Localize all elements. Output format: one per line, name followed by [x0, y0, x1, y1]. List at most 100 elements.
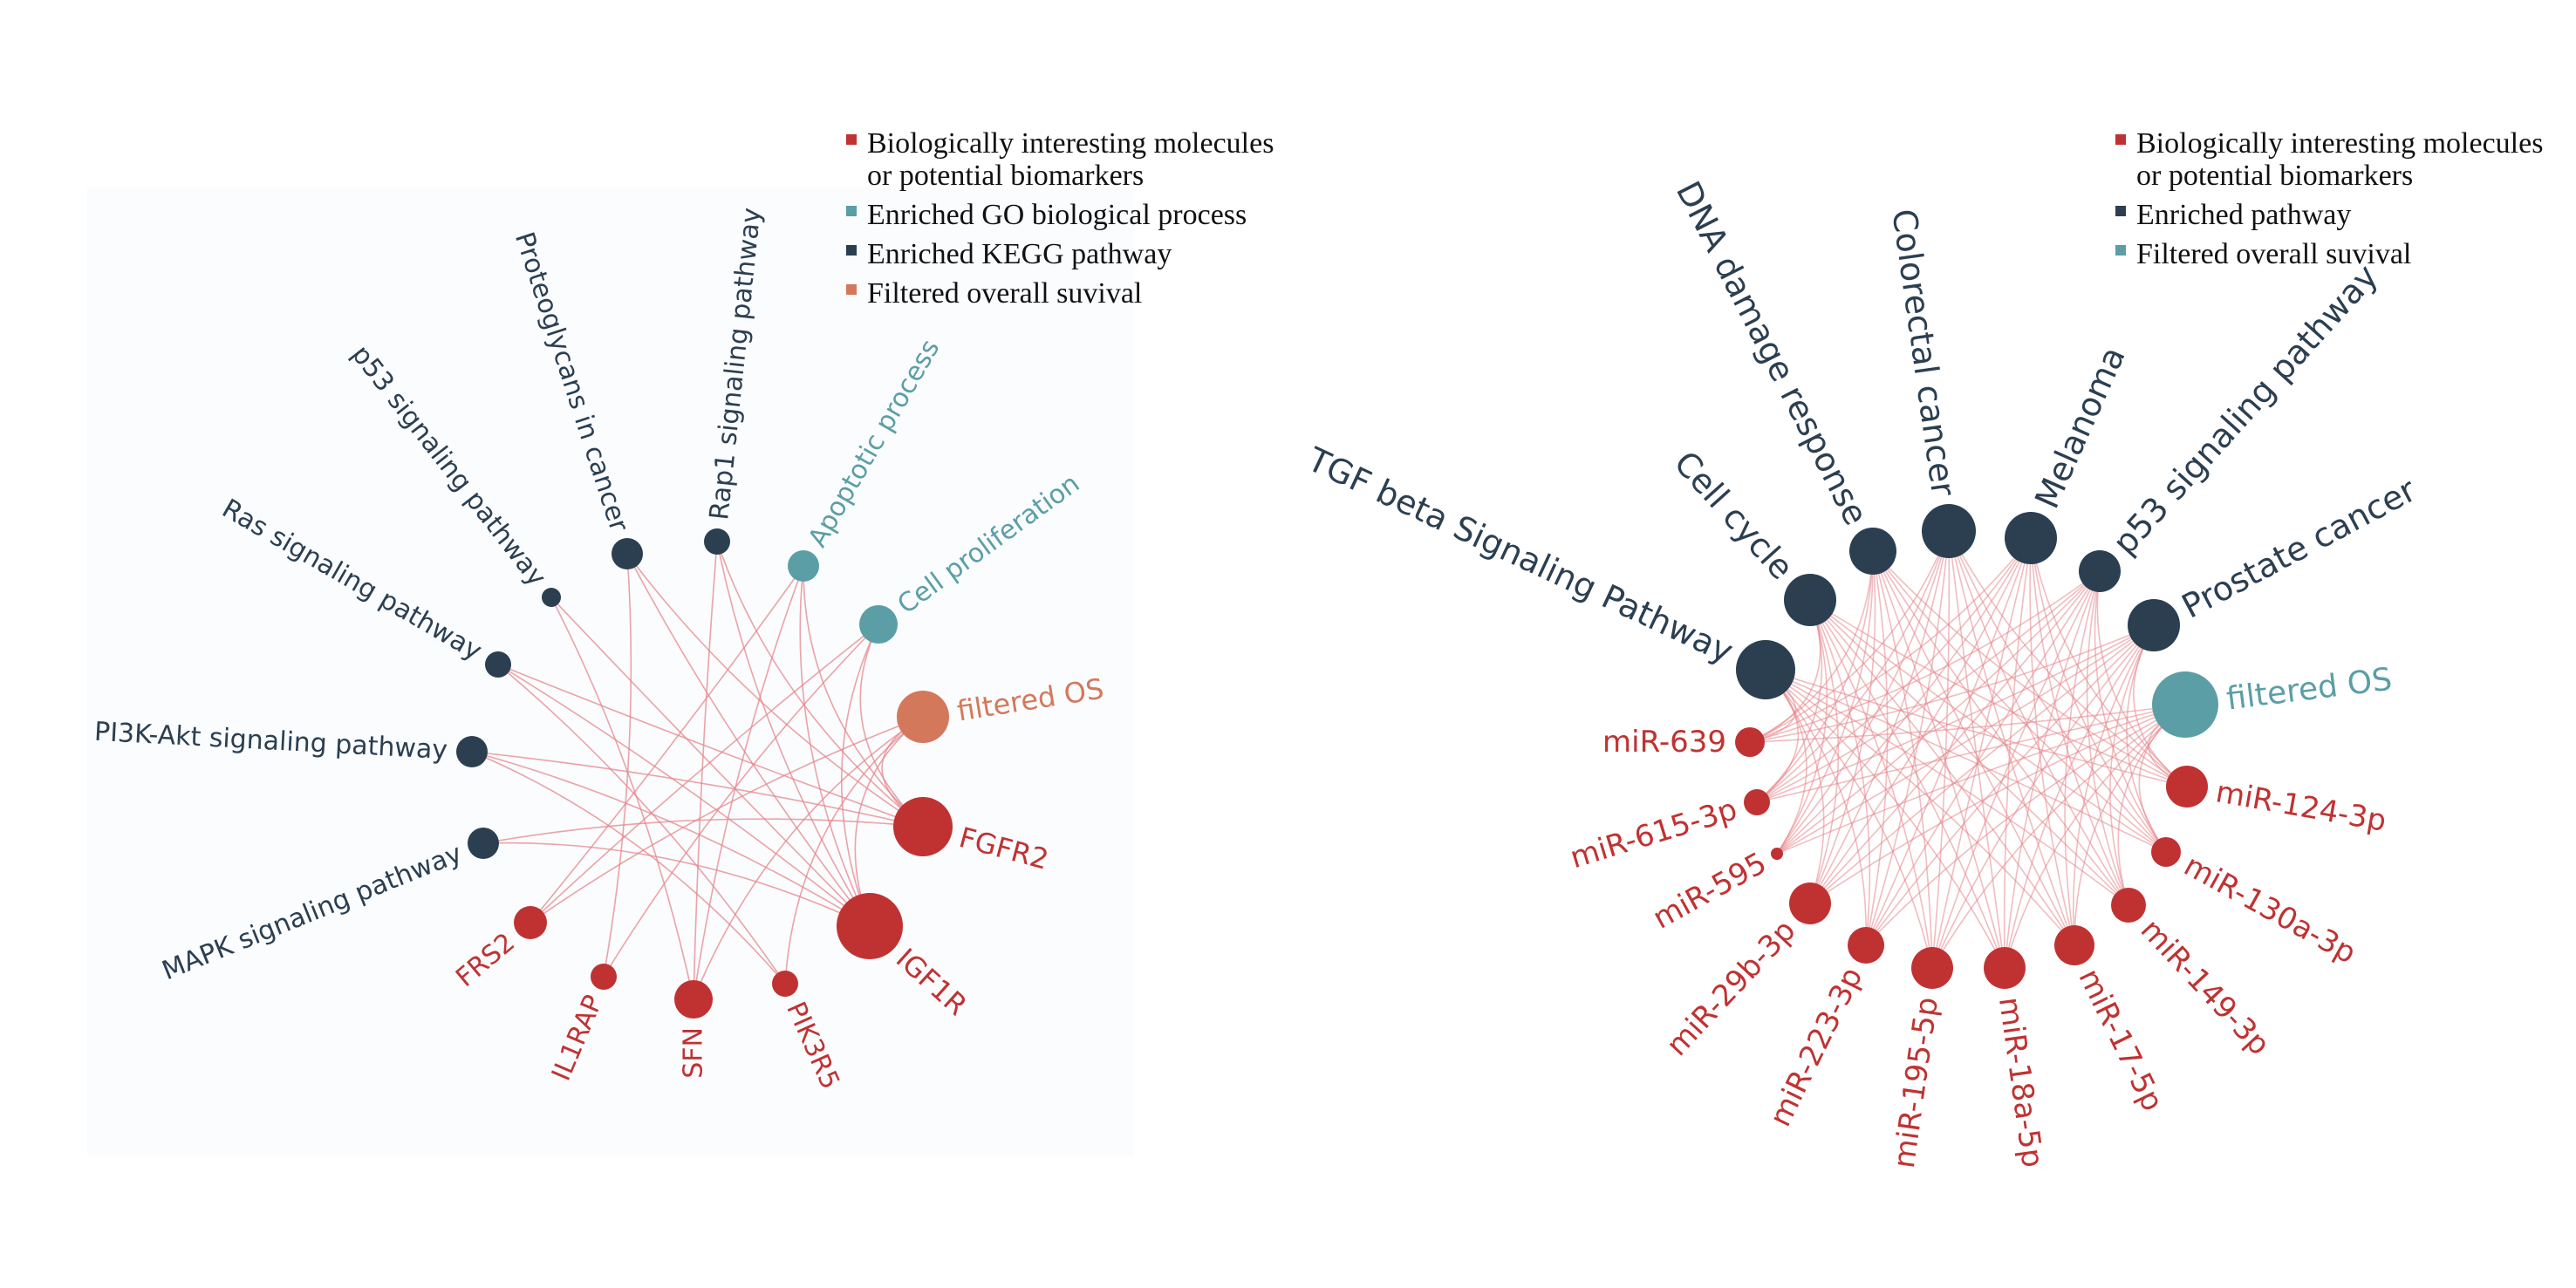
- left-legend-swatch-1: [846, 134, 857, 145]
- right-edge-m595-pc: [1776, 624, 2155, 855]
- right-edges: [1749, 530, 2188, 969]
- left-legend-swatch-3: [846, 245, 857, 256]
- left-legend-swatch-4: [846, 284, 857, 295]
- right-label-mir-195-5p: miR-195-5p: [1887, 995, 1945, 1170]
- right-legend-swatch-1: [2115, 134, 2126, 145]
- right-edge-m130a-mel: [2030, 537, 2167, 853]
- left-edge-fgfr2-ras: [497, 664, 924, 828]
- left-label-sfn: SFN: [679, 1027, 709, 1079]
- right-node-colorectal-cancer: [1922, 504, 1976, 558]
- left-edge-il1rap-proteo: [603, 553, 632, 978]
- right-edge-m29b-pc: [1809, 624, 2155, 904]
- right-label-mir-149-3p: miR-149-3p: [2134, 912, 2277, 1062]
- right-node-mir-130a-3p: [2151, 837, 2181, 867]
- right-edge-m223-tgf: [1765, 669, 1867, 946]
- right-edge-m639-dna: [1749, 550, 1874, 743]
- right-node-mir-195-5p: [1911, 947, 1953, 989]
- right-label-filtered-os: filtered OS: [2224, 662, 2394, 718]
- left-edge-igf1r-apop: [799, 565, 871, 927]
- right-edge-m639-pc: [1749, 624, 2155, 743]
- right-edge-m223-dna: [1865, 550, 1889, 946]
- right-node-p53-signaling-pathway: [2079, 550, 2121, 592]
- right-edge-m149-pc: [2109, 624, 2155, 906]
- right-edge-m195-fos: [1931, 704, 2186, 969]
- left-node-pik3r5: [772, 971, 798, 997]
- right-edge-m595-crc: [1776, 530, 1950, 855]
- left-node-filtered-os: [897, 691, 949, 743]
- right-edge-m223-pc: [1865, 624, 2155, 946]
- right-label-mir-615-3p: miR-615-3p: [1566, 792, 1741, 876]
- left-edge-igf1r-proteo: [626, 553, 871, 927]
- right-edge-m195-mel: [1931, 537, 2032, 969]
- left-edge-fgfr2-proteo: [626, 553, 924, 828]
- left-edge-pik3r5-fos: [784, 716, 924, 985]
- right-edge-m124-crc: [1948, 530, 2188, 787]
- right-edge-m18a-mel: [2003, 537, 2032, 969]
- right-node-mir-124-3p: [2166, 766, 2208, 808]
- right-legend-text-1-2: or potential biomarkers: [2136, 160, 2413, 192]
- left-node-frs2: [514, 906, 547, 939]
- right-node-tgf-beta-signaling-pathway: [1736, 640, 1795, 699]
- right-node-dna-damage-response: [1849, 528, 1896, 575]
- right-node-melanoma: [2005, 512, 2057, 564]
- right-label-mir-223-3p: miR-223-3p: [1763, 962, 1870, 1132]
- right-edge-m195-p53: [1931, 570, 2101, 969]
- left-edge-frs2-apop: [530, 565, 804, 923]
- right-edge-m18a-p53: [2004, 570, 2101, 969]
- right-edge-m130a-p53: [2094, 570, 2167, 853]
- right-edge-m29b-p53: [1809, 570, 2101, 904]
- right-edge-m615-pc: [1756, 624, 2155, 803]
- right-label-mir-639: miR-639: [1602, 725, 1726, 760]
- right-node-cell-cycle: [1784, 574, 1836, 626]
- right-edge-m29b-cc: [1809, 599, 1840, 904]
- left-edge-igf1r-mapk: [482, 842, 871, 927]
- right-node-mir-149-3p: [2111, 888, 2146, 923]
- right-label-colorectal-cancer: Colorectal cancer: [1884, 207, 1963, 499]
- right-edge-m223-mel: [1865, 537, 2032, 946]
- left-edge-fgfr2-pi3k: [471, 751, 924, 828]
- left-node-fgfr2: [893, 797, 953, 856]
- left-node-proteoglycans-in-cancer: [612, 538, 643, 569]
- right-label-mir-124-3p: miR-124-3p: [2213, 774, 2388, 839]
- right-edge-m29b-fos: [1809, 704, 2186, 904]
- right-edge-m124-dna: [1872, 550, 2188, 787]
- right-legend-swatch-3: [2115, 245, 2126, 256]
- left-node-rap1-signaling-pathway: [704, 528, 730, 555]
- left-edge-igf1r-rap1: [716, 541, 871, 927]
- right-legend-swatch-2: [2115, 206, 2126, 216]
- left-edge-igf1r-pi3k: [471, 751, 871, 927]
- right-label-cell-cycle: Cell cycle: [1667, 444, 1801, 587]
- left-node-sfn: [674, 980, 713, 1019]
- left-node-il1rap: [591, 964, 617, 990]
- right-edge-m18a-cc: [1809, 599, 2005, 969]
- left-edge-fgfr2-prolif: [859, 624, 924, 828]
- right-node-mir-29b-3p: [1789, 883, 1831, 924]
- left-node-cell-proliferation: [859, 605, 898, 644]
- left-panel-background: [87, 187, 1134, 1155]
- right-edge-m17-dna: [1872, 550, 2075, 946]
- right-label-prostate-cancer: Prostate cancer: [2176, 470, 2422, 625]
- right-edge-m615-fos: [1756, 704, 2186, 803]
- right-edge-m223-p53: [1865, 570, 2101, 946]
- right-legend-text-1-1: Biologically interesting molecules: [2136, 127, 2543, 160]
- left-node-apoptotic-process: [788, 550, 819, 582]
- right-edge-m595-fos: [1776, 704, 2186, 855]
- left-legend-swatch-2: [846, 206, 857, 216]
- left-legend-text-2-1: Enriched GO biological process: [867, 199, 1247, 231]
- right-edge-m615-crc: [1756, 530, 1950, 803]
- left-node-igf1r: [837, 893, 903, 959]
- right-edge-m17-crc: [1948, 530, 2075, 946]
- right-edge-m615-dna: [1756, 550, 1874, 803]
- left-edge-sfn-p53: [550, 596, 694, 1000]
- left-edge-igf1r-p53: [550, 596, 871, 927]
- right-edge-m124-tgf: [1765, 669, 2188, 787]
- right-node-filtered-os: [2152, 671, 2218, 738]
- right-node-mir-615-3p: [1744, 789, 1770, 815]
- left-node-pi3k-akt-signaling-pathway: [456, 736, 488, 767]
- right-edge-m639-fos: [1749, 704, 2186, 743]
